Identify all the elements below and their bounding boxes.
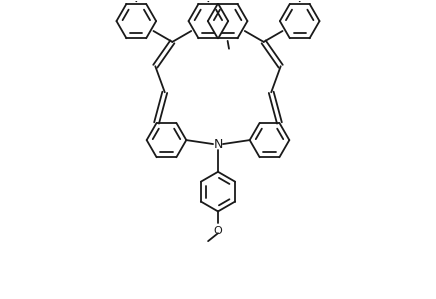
Text: O: O [214, 226, 222, 236]
Text: N: N [213, 138, 223, 151]
